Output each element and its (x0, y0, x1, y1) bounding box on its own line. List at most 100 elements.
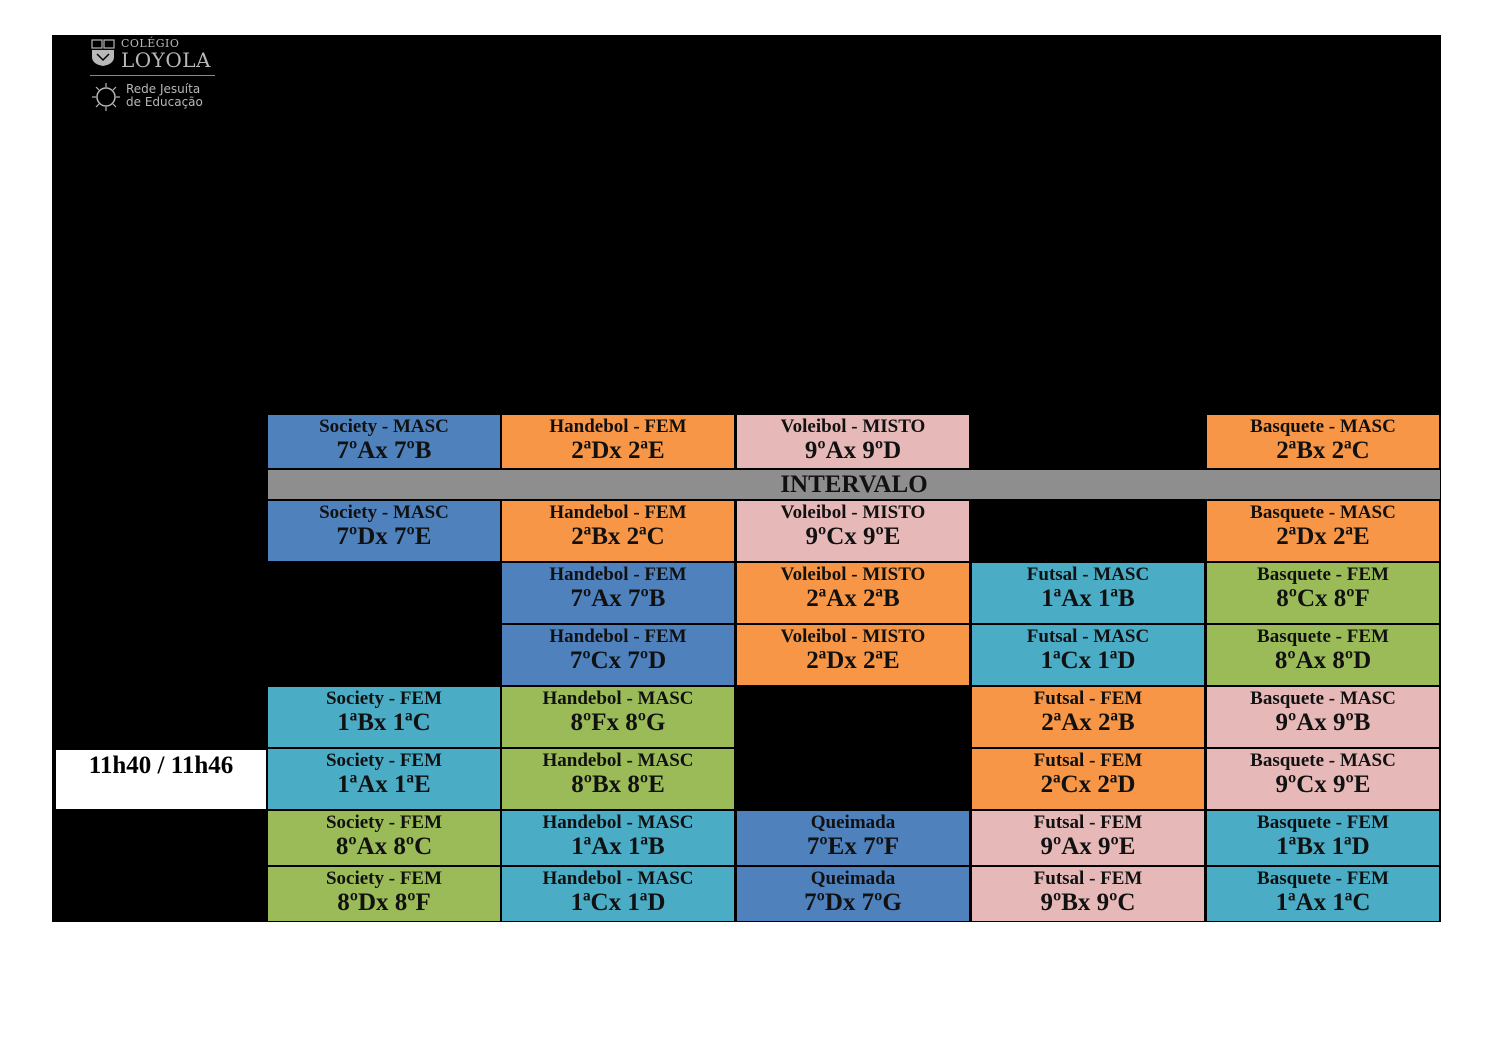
game-cell: Society - MASC 7ºDx 7ºE (267, 500, 501, 562)
game-sport-label: Voleibol - MISTO (780, 502, 926, 523)
game-sport-label: Society - FEM (325, 812, 443, 833)
game-cell: Queimada 7ºDx 7ºG (736, 866, 970, 922)
game-sport-label: Basquete - FEM (1257, 626, 1389, 647)
game-cell: Futsal - FEM 2ªAx 2ªB (971, 686, 1205, 748)
game-cell: Basquete - MASC 9ºCx 9ºE (1206, 748, 1440, 810)
game-matchup-label: 8ºAx 8ºD (1274, 647, 1372, 674)
game-matchup-label: 2ªDx 2ªE (571, 437, 665, 464)
game-sport-label: Basquete - MASC (1250, 502, 1396, 523)
game-matchup-label: 9ºCx 9ºE (1275, 771, 1371, 798)
game-sport-label: Society - FEM (325, 868, 443, 889)
game-matchup-label: 8ºAx 8ºC (335, 833, 433, 860)
game-matchup-label: 7ºEx 7ºF (806, 833, 900, 860)
game-cell: Handebol - MASC 8ºBx 8ºE (501, 748, 735, 810)
game-sport-label: Voleibol - MISTO (780, 564, 926, 585)
game-cell: Society - FEM 8ºAx 8ºC (267, 810, 501, 866)
game-matchup-label: 1ªAx 1ªC (1275, 889, 1371, 916)
game-sport-label: Futsal - FEM (1033, 688, 1143, 709)
game-sport-label: Futsal - MASC (1026, 626, 1150, 647)
game-cell: Voleibol - MISTO 2ªDx 2ªE (736, 624, 970, 686)
game-cell: Queimada 7ºEx 7ºF (736, 810, 970, 866)
game-matchup-label: 8ºCx 8ºF (1276, 585, 1370, 612)
game-matchup-label: 1ªAx 1ªB (1041, 585, 1135, 612)
logo-divider (90, 75, 215, 76)
game-matchup-label: 1ªAx 1ªB (571, 833, 665, 860)
game-matchup-label: 2ªBx 2ªC (571, 523, 665, 550)
game-sport-label: Futsal - FEM (1033, 750, 1143, 771)
game-sport-label: Society - FEM (325, 688, 443, 709)
logo-line-educacao: de Educação (126, 95, 203, 109)
game-matchup-label: 7ºAx 7ºB (336, 437, 432, 464)
game-sport-label: Handebol - FEM (549, 564, 687, 585)
game-sport-label: Basquete - MASC (1250, 688, 1396, 709)
game-matchup-label: 8ºDx 8ºF (337, 889, 431, 916)
game-matchup-label: 2ªDx 2ªE (1276, 523, 1370, 550)
game-matchup-label: 8ºFx 8ºG (570, 709, 666, 736)
game-cell: Handebol - FEM 7ºAx 7ºB (501, 562, 735, 624)
game-cell: Futsal - FEM 9ºBx 9ºC (971, 866, 1205, 922)
game-matchup-label: 1ªCx 1ªD (570, 889, 666, 916)
game-sport-label: Handebol - MASC (542, 688, 694, 709)
game-matchup-label: 7ºDx 7ºG (804, 889, 902, 916)
game-sport-label: Futsal - FEM (1033, 812, 1143, 833)
game-cell: Futsal - MASC 1ªAx 1ªB (971, 562, 1205, 624)
game-sport-label: Queimada (810, 812, 896, 833)
game-sport-label: Handebol - MASC (542, 868, 694, 889)
game-cell: Basquete - FEM 8ºAx 8ºD (1206, 624, 1440, 686)
game-sport-label: Basquete - MASC (1250, 416, 1396, 437)
game-sport-label: Voleibol - MISTO (780, 416, 926, 437)
game-sport-label: Basquete - MASC (1250, 750, 1396, 771)
game-matchup-label: 2ªDx 2ªE (806, 647, 900, 674)
game-cell: Handebol - FEM 2ªDx 2ªE (501, 414, 735, 469)
game-cell: Basquete - FEM 1ªAx 1ªC (1206, 866, 1440, 922)
game-cell: Futsal - FEM 9ºAx 9ºE (971, 810, 1205, 866)
game-matchup-label: 1ªBx 1ªD (1276, 833, 1370, 860)
game-matchup-label: 2ªBx 2ªC (1276, 437, 1370, 464)
game-matchup-label: 1ªCx 1ªD (1040, 647, 1136, 674)
intervalo-bar: INTERVALO (267, 469, 1441, 500)
game-cell: Society - FEM 1ªBx 1ªC (267, 686, 501, 748)
game-cell: Basquete - MASC 2ªDx 2ªE (1206, 500, 1440, 562)
game-cell: Basquete - FEM 8ºCx 8ºF (1206, 562, 1440, 624)
game-sport-label: Basquete - FEM (1257, 812, 1389, 833)
game-cell: Society - FEM 1ªAx 1ªE (267, 748, 501, 810)
game-cell: Voleibol - MISTO 9ºAx 9ºD (736, 414, 970, 469)
game-cell: Basquete - MASC 2ªBx 2ªC (1206, 414, 1440, 469)
game-cell: Handebol - FEM 7ºCx 7ºD (501, 624, 735, 686)
colegio-loyola-logo: COLÉGIO LOYOLA Rede Jesuíta de Educação (90, 37, 220, 113)
game-cell: Handebol - FEM 2ªBx 2ªC (501, 500, 735, 562)
game-sport-label: Handebol - MASC (542, 750, 694, 771)
game-matchup-label: 9ºAx 9ºB (1275, 709, 1371, 736)
game-sport-label: Handebol - MASC (542, 812, 694, 833)
game-sport-label: Futsal - MASC (1026, 564, 1150, 585)
time-slot-label: 11h40 / 11h46 (55, 749, 267, 810)
game-cell: Futsal - FEM 2ªCx 2ªD (971, 748, 1205, 810)
game-matchup-label: 9ºAx 9ºE (1040, 833, 1136, 860)
game-cell: Handebol - MASC 1ªAx 1ªB (501, 810, 735, 866)
game-cell: Futsal - MASC 1ªCx 1ªD (971, 624, 1205, 686)
game-matchup-label: 7ºCx 7ºD (569, 647, 667, 674)
game-matchup-label: 9ºAx 9ºD (804, 437, 902, 464)
game-sport-label: Queimada (810, 868, 896, 889)
game-matchup-label: 1ªAx 1ªE (337, 771, 431, 798)
game-sport-label: Handebol - FEM (549, 416, 687, 437)
sun-seal-icon (92, 83, 120, 111)
game-sport-label: Basquete - FEM (1257, 868, 1389, 889)
game-matchup-label: 9ºBx 9ºC (1040, 889, 1136, 916)
game-cell: Society - FEM 8ºDx 8ºF (267, 866, 501, 922)
game-cell: Basquete - FEM 1ªBx 1ªD (1206, 810, 1440, 866)
logo-rede-text: Rede Jesuíta de Educação (126, 83, 203, 109)
game-cell: Voleibol - MISTO 9ºCx 9ºE (736, 500, 970, 562)
game-sport-label: Handebol - FEM (549, 626, 687, 647)
logo-line-rede: Rede Jesuíta (126, 82, 201, 96)
game-matchup-label: 8ºBx 8ºE (571, 771, 665, 798)
game-sport-label: Society - FEM (325, 750, 443, 771)
game-matchup-label: 2ªAx 2ªB (1041, 709, 1135, 736)
game-matchup-label: 2ªAx 2ªB (806, 585, 900, 612)
game-matchup-label: 7ºDx 7ºE (336, 523, 432, 550)
game-matchup-label: 9ºCx 9ºE (805, 523, 901, 550)
game-sport-label: Society - MASC (319, 502, 449, 523)
game-matchup-label: 2ªCx 2ªD (1040, 771, 1136, 798)
game-sport-label: Voleibol - MISTO (780, 626, 926, 647)
game-cell: Handebol - MASC 1ªCx 1ªD (501, 866, 735, 922)
